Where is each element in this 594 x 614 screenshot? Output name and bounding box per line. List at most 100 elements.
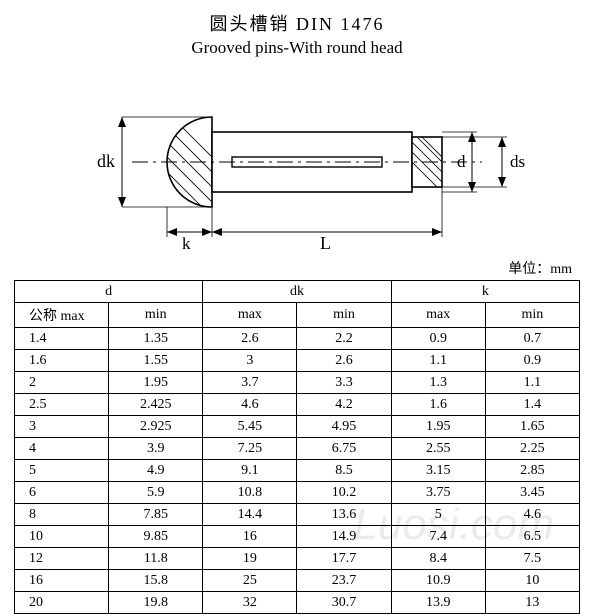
table-cell: 25 <box>203 570 297 592</box>
table-cell: 1.3 <box>391 372 485 394</box>
table-cell: 1.1 <box>485 372 579 394</box>
table-cell: 1.55 <box>109 350 203 372</box>
table-row: 54.99.18.53.152.85 <box>15 460 580 482</box>
table-row: 43.97.256.752.552.25 <box>15 438 580 460</box>
table-cell: 30.7 <box>297 592 391 614</box>
table-row: 1.41.352.62.20.90.7 <box>15 328 580 350</box>
table-cell: 10.9 <box>391 570 485 592</box>
table-cell: 19.8 <box>109 592 203 614</box>
label-d: d <box>457 152 466 171</box>
group-head-dk: dk <box>203 281 391 303</box>
table-cell: 5.45 <box>203 416 297 438</box>
table-cell: 5.9 <box>109 482 203 504</box>
title-english: Grooved pins-With round head <box>14 38 580 58</box>
table-cell: 6.5 <box>485 526 579 548</box>
dimension-table: d dk k 公称 max min max min max min 1.41.3… <box>14 280 580 614</box>
table-cell: 1.1 <box>391 350 485 372</box>
table-cell: 7.85 <box>109 504 203 526</box>
table-cell: 11.8 <box>109 548 203 570</box>
table-cell: 1.65 <box>485 416 579 438</box>
table-cell: 2.2 <box>297 328 391 350</box>
table-cell: 4.95 <box>297 416 391 438</box>
table-cell: 8.4 <box>391 548 485 570</box>
table-cell: 17.7 <box>297 548 391 570</box>
label-dk: dk <box>97 151 115 171</box>
table-cell: 1.4 <box>15 328 109 350</box>
table-row: 2.52.4254.64.21.61.4 <box>15 394 580 416</box>
table-cell: 10 <box>15 526 109 548</box>
group-head-d: d <box>15 281 203 303</box>
table-cell: 5 <box>391 504 485 526</box>
sub-k-max: max <box>391 303 485 328</box>
table-cell: 1.35 <box>109 328 203 350</box>
table-cell: 10.8 <box>203 482 297 504</box>
table-cell: 2.925 <box>109 416 203 438</box>
title-chinese: 圆头槽销 DIN 1476 <box>14 10 580 36</box>
table-cell: 3.75 <box>391 482 485 504</box>
table-cell: 2.6 <box>203 328 297 350</box>
table-cell: 1.95 <box>109 372 203 394</box>
page: 圆头槽销 DIN 1476 Grooved pins-With round he… <box>0 0 594 600</box>
table-cell: 3 <box>203 350 297 372</box>
table-cell: 7.25 <box>203 438 297 460</box>
table-cell: 9.1 <box>203 460 297 482</box>
group-head-k: k <box>391 281 579 303</box>
table-body: 1.41.352.62.20.90.71.61.5532.61.10.921.9… <box>15 328 580 614</box>
table-cell: 14.9 <box>297 526 391 548</box>
table-cell: 10.2 <box>297 482 391 504</box>
table-cell: 32 <box>203 592 297 614</box>
table-cell: 0.9 <box>391 328 485 350</box>
table-cell: 0.7 <box>485 328 579 350</box>
table-cell: 3 <box>15 416 109 438</box>
table-cell: 7.5 <box>485 548 579 570</box>
table-cell: 14.4 <box>203 504 297 526</box>
pin-svg: dk d ds k L <box>62 67 532 252</box>
table-cell: 4.2 <box>297 394 391 416</box>
table-cell: 1.4 <box>485 394 579 416</box>
table-cell: 12 <box>15 548 109 570</box>
table-cell: 16 <box>15 570 109 592</box>
title-block: 圆头槽销 DIN 1476 Grooved pins-With round he… <box>14 10 580 58</box>
table-cell: 6.75 <box>297 438 391 460</box>
table-cell: 19 <box>203 548 297 570</box>
table-cell: 13.6 <box>297 504 391 526</box>
table-cell: 2.6 <box>297 350 391 372</box>
table-cell: 1.6 <box>15 350 109 372</box>
table-cell: 8 <box>15 504 109 526</box>
table-cell: 23.7 <box>297 570 391 592</box>
table-cell: 3.7 <box>203 372 297 394</box>
table-cell: 2.55 <box>391 438 485 460</box>
table-row: 109.851614.97.46.5 <box>15 526 580 548</box>
table-cell: 2.85 <box>485 460 579 482</box>
table-cell: 7.4 <box>391 526 485 548</box>
table-cell: 13.9 <box>391 592 485 614</box>
table-cell: 9.85 <box>109 526 203 548</box>
table-cell: 4.9 <box>109 460 203 482</box>
table-cell: 3.9 <box>109 438 203 460</box>
table-row: 1615.82523.710.910 <box>15 570 580 592</box>
sub-k-min: min <box>485 303 579 328</box>
table-cell: 2.5 <box>15 394 109 416</box>
table-cell: 13 <box>485 592 579 614</box>
table-header: d dk k 公称 max min max min max min <box>15 281 580 328</box>
table-cell: 3.15 <box>391 460 485 482</box>
table-cell: 5 <box>15 460 109 482</box>
table-group-row: d dk k <box>15 281 580 303</box>
table-cell: 4.6 <box>485 504 579 526</box>
table-cell: 6 <box>15 482 109 504</box>
table-cell: 3.3 <box>297 372 391 394</box>
table-row: 65.910.810.23.753.45 <box>15 482 580 504</box>
table-row: 1211.81917.78.47.5 <box>15 548 580 570</box>
table-row: 21.953.73.31.31.1 <box>15 372 580 394</box>
table-cell: 2.25 <box>485 438 579 460</box>
sub-dk-max: max <box>203 303 297 328</box>
table-cell: 2 <box>15 372 109 394</box>
table-cell: 2.425 <box>109 394 203 416</box>
label-k: k <box>182 234 191 252</box>
table-row: 1.61.5532.61.10.9 <box>15 350 580 372</box>
table-cell: 4 <box>15 438 109 460</box>
table-cell: 8.5 <box>297 460 391 482</box>
label-ds: ds <box>510 152 525 171</box>
sub-dk-min: min <box>297 303 391 328</box>
label-L: L <box>320 233 331 252</box>
